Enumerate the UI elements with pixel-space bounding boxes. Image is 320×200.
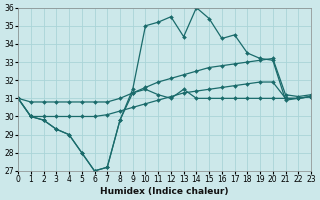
X-axis label: Humidex (Indice chaleur): Humidex (Indice chaleur) <box>100 187 229 196</box>
